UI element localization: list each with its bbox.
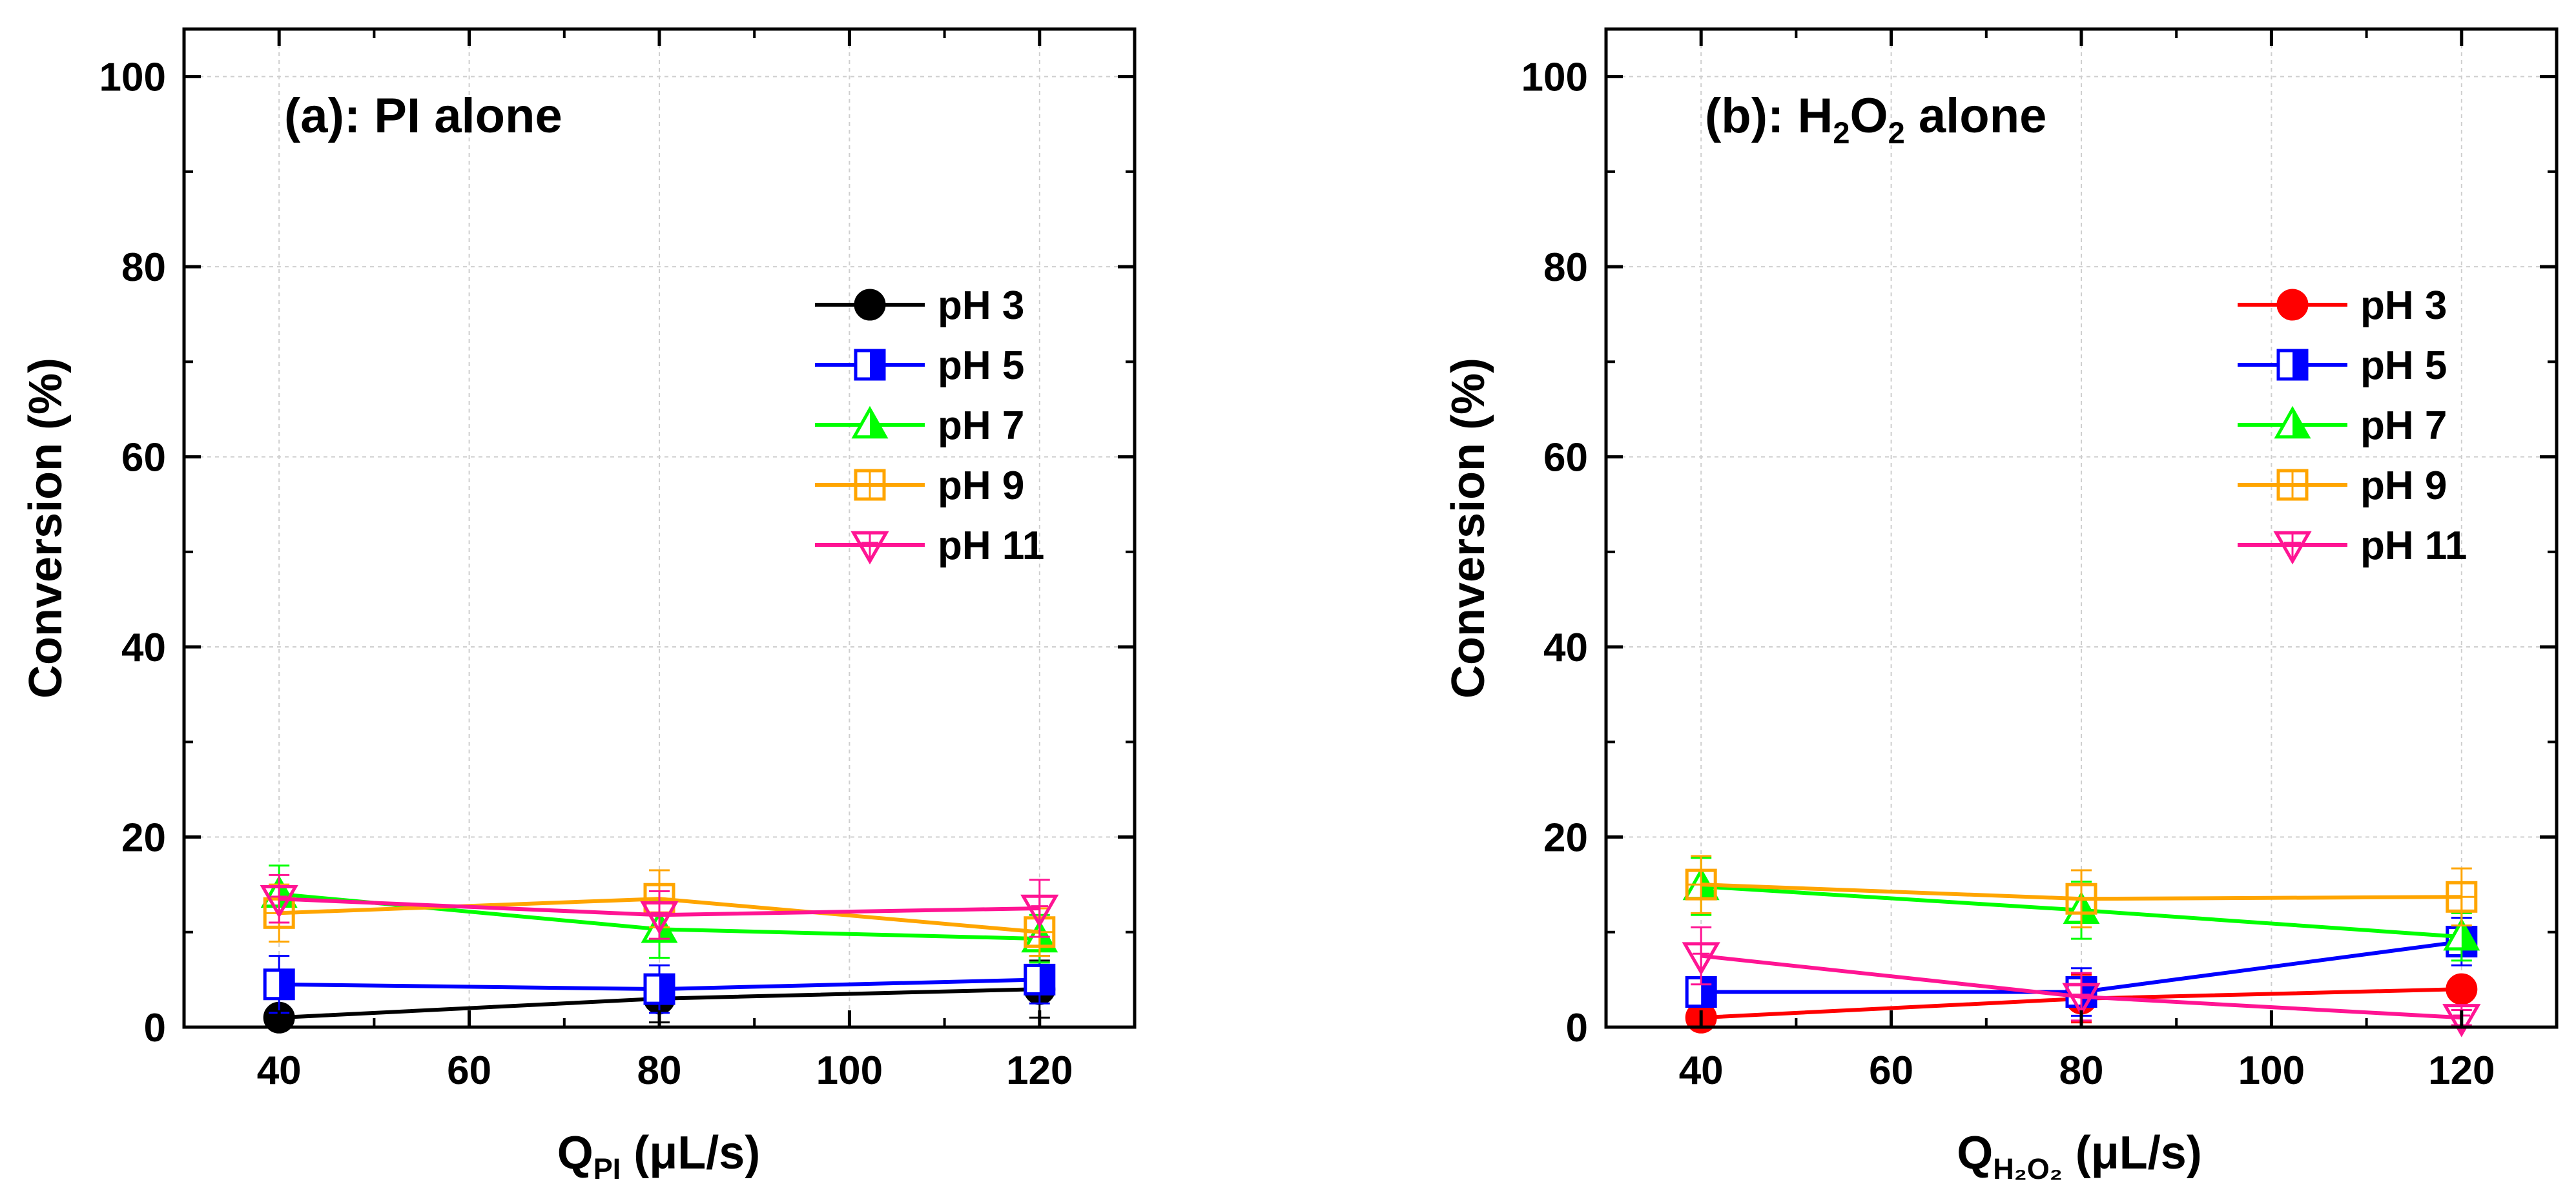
panel-a-legend-label-2: pH 7 [938, 403, 1024, 448]
panel-b-title: (b): H2O2 alone [1705, 88, 2046, 150]
panel-b-title-mid: O [1850, 88, 1888, 143]
panel-a-legend-item-0: pH 3 [815, 283, 1024, 328]
panel-b-legend-item-2: pH 7 [2238, 403, 2447, 448]
panel-b-title-pre: (b): H [1705, 88, 1833, 143]
panel-b-point-2-2 [2443, 917, 2480, 951]
panel-b-legend-label-3: pH 9 [2360, 464, 2447, 508]
panel-b-x-axis-title: QH₂O₂ (μL/s) [1957, 1127, 2202, 1185]
panel-a-legend-label-0: pH 3 [938, 283, 1024, 328]
panel-b-point-0-2 [2446, 973, 2478, 1005]
panel-a-point-4-1 [640, 901, 679, 935]
panel-b-x-title-main: Q [1957, 1127, 1993, 1179]
panel-a-x-tick-label-60: 60 [447, 1048, 491, 1093]
panel-b-x-tick-label-80: 80 [2059, 1048, 2104, 1093]
panel-b-title-sub1: 2 [1833, 116, 1850, 150]
panel-b-legend-marker-0 [2276, 289, 2309, 321]
panel-b-x-tick-label-40: 40 [1679, 1048, 1724, 1093]
panel-b-x-tick-label-120: 120 [2428, 1048, 2495, 1093]
panel-a-legend-label-3: pH 9 [938, 464, 1024, 508]
panel-b-title-post: alone [1905, 88, 2047, 143]
panel-a-ticks: 40 60 80 100 120 0 20 40 60 80 100 [99, 29, 1136, 1093]
panel-a-y-tick-label-40: 40 [121, 626, 166, 670]
panel-a-legend-item-1: pH 5 [815, 343, 1024, 388]
panel-a-x-tick-label-120: 120 [1006, 1048, 1073, 1093]
panel-b-x-tick-label-60: 60 [1869, 1048, 1913, 1093]
panel-a-legend-marker-1 [854, 349, 886, 381]
panel-a-point-4-0 [260, 885, 298, 919]
panel-a-legend-label-4: pH 11 [938, 524, 1044, 568]
panel-b-point-3-2 [2446, 881, 2478, 913]
panel-b-y-tick-label-40: 40 [1543, 626, 1588, 670]
panel-a-point-1-0 [263, 968, 295, 1001]
panel-b-legend-label-1: pH 5 [2360, 343, 2447, 388]
panel-b-series-ph-9 [1685, 855, 2478, 928]
panel-b-series-ph-11 [1682, 926, 2481, 1037]
panel-a-y-tick-label-0: 0 [144, 1006, 166, 1050]
panel-b-legend-marker-3 [2276, 469, 2309, 501]
panel-b-legend-label-0: pH 3 [2360, 283, 2447, 328]
panel-b-y-tick-label-20: 20 [1543, 816, 1588, 861]
panel-a-legend-marker-4 [850, 531, 889, 565]
panel-a-series [260, 864, 1059, 1034]
panel-a-legend: pH 3 pH 5 pH 7 pH 9 pH 11 [815, 283, 1044, 568]
panel-a-title: (a): PI alone [284, 88, 562, 143]
panel-a-x-title-unit: (μL/s) [621, 1127, 760, 1179]
panel-a-y-tick-label-20: 20 [121, 816, 166, 861]
panel-b-legend-item-1: pH 5 [2238, 343, 2447, 388]
panel-b-y-tick-label-60: 60 [1543, 436, 1588, 480]
panel-b-ticks: 40 60 80 100 120 0 20 40 60 80 100 [1521, 29, 2558, 1093]
panel-b-x-title-subscript: H₂O₂ [1993, 1152, 2063, 1185]
panel-b-legend-marker-4 [2273, 531, 2312, 565]
panel-b-legend-marker-1 [2276, 349, 2309, 381]
panel-b-y-tick-label-80: 80 [1543, 245, 1588, 290]
panel-a-x-title-main: Q [557, 1127, 593, 1179]
panel-b-point-3-1 [2065, 883, 2097, 915]
panel-a-x-title-subscript: PI [593, 1152, 621, 1185]
panel-b-point-4-1 [2062, 983, 2101, 1017]
panel-a-legend-item-2: pH 7 [815, 403, 1024, 448]
panel-a-conversion-vs-qpi: 40 60 80 100 120 0 20 40 60 80 100 (a): PI alone C… [20, 27, 1137, 1185]
panel-b-legend-item-0: pH 3 [2238, 283, 2447, 328]
panel-b-legend-label-2: pH 7 [2360, 403, 2447, 448]
panel-a-legend-item-4: pH 11 [815, 524, 1044, 568]
panel-a-point-1-2 [1024, 963, 1056, 996]
panel-b-x-tick-label-100: 100 [2238, 1048, 2305, 1093]
panel-a-legend-marker-0 [854, 289, 886, 321]
panel-b-x-title-unit: (μL/s) [2063, 1127, 2202, 1179]
panel-b-legend: pH 3 pH 5 pH 7 pH 9 pH 11 [2238, 283, 2467, 568]
panel-a-y-axis-title: Conversion (%) [20, 358, 72, 699]
panel-b-title-sub2: 2 [1888, 116, 1905, 150]
panel-a-y-tick-label-60: 60 [121, 436, 166, 480]
panel-b-legend-marker-2 [2274, 405, 2311, 439]
panel-a-y-tick-label-100: 100 [99, 56, 166, 100]
panel-a-legend-item-3: pH 9 [815, 464, 1024, 508]
panel-a-legend-marker-3 [854, 469, 886, 501]
panel-b-point-3-0 [1685, 868, 1717, 901]
panel-a-point-4-2 [1020, 894, 1059, 928]
panel-a-x-tick-label-80: 80 [637, 1048, 682, 1093]
panel-a-grid [184, 29, 1135, 1027]
panel-a-legend-marker-2 [851, 405, 889, 439]
panel-a-legend-label-1: pH 5 [938, 343, 1024, 388]
panel-b-series [1682, 855, 2481, 1037]
panel-b-legend-item-4: pH 11 [2238, 524, 2467, 568]
panel-a-x-tick-label-40: 40 [257, 1048, 302, 1093]
panel-b-y-tick-label-100: 100 [1521, 56, 1588, 100]
panel-a-x-axis-title: QPI (μL/s) [557, 1127, 761, 1185]
panel-b-legend-label-4: pH 11 [2360, 524, 2467, 568]
panel-b-y-tick-label-0: 0 [1566, 1006, 1588, 1050]
panel-b-point-4-0 [1682, 942, 1720, 975]
panel-a-x-tick-label-100: 100 [816, 1048, 883, 1093]
panel-a-series-ph-11 [260, 873, 1059, 940]
panel-a-y-tick-label-80: 80 [121, 245, 166, 290]
panel-b-legend-item-3: pH 9 [2238, 464, 2447, 508]
panel-a-series-ph-5 [263, 955, 1056, 1014]
panel-a-point-1-1 [643, 973, 675, 1005]
panel-b-y-axis-title: Conversion (%) [1443, 358, 1494, 699]
